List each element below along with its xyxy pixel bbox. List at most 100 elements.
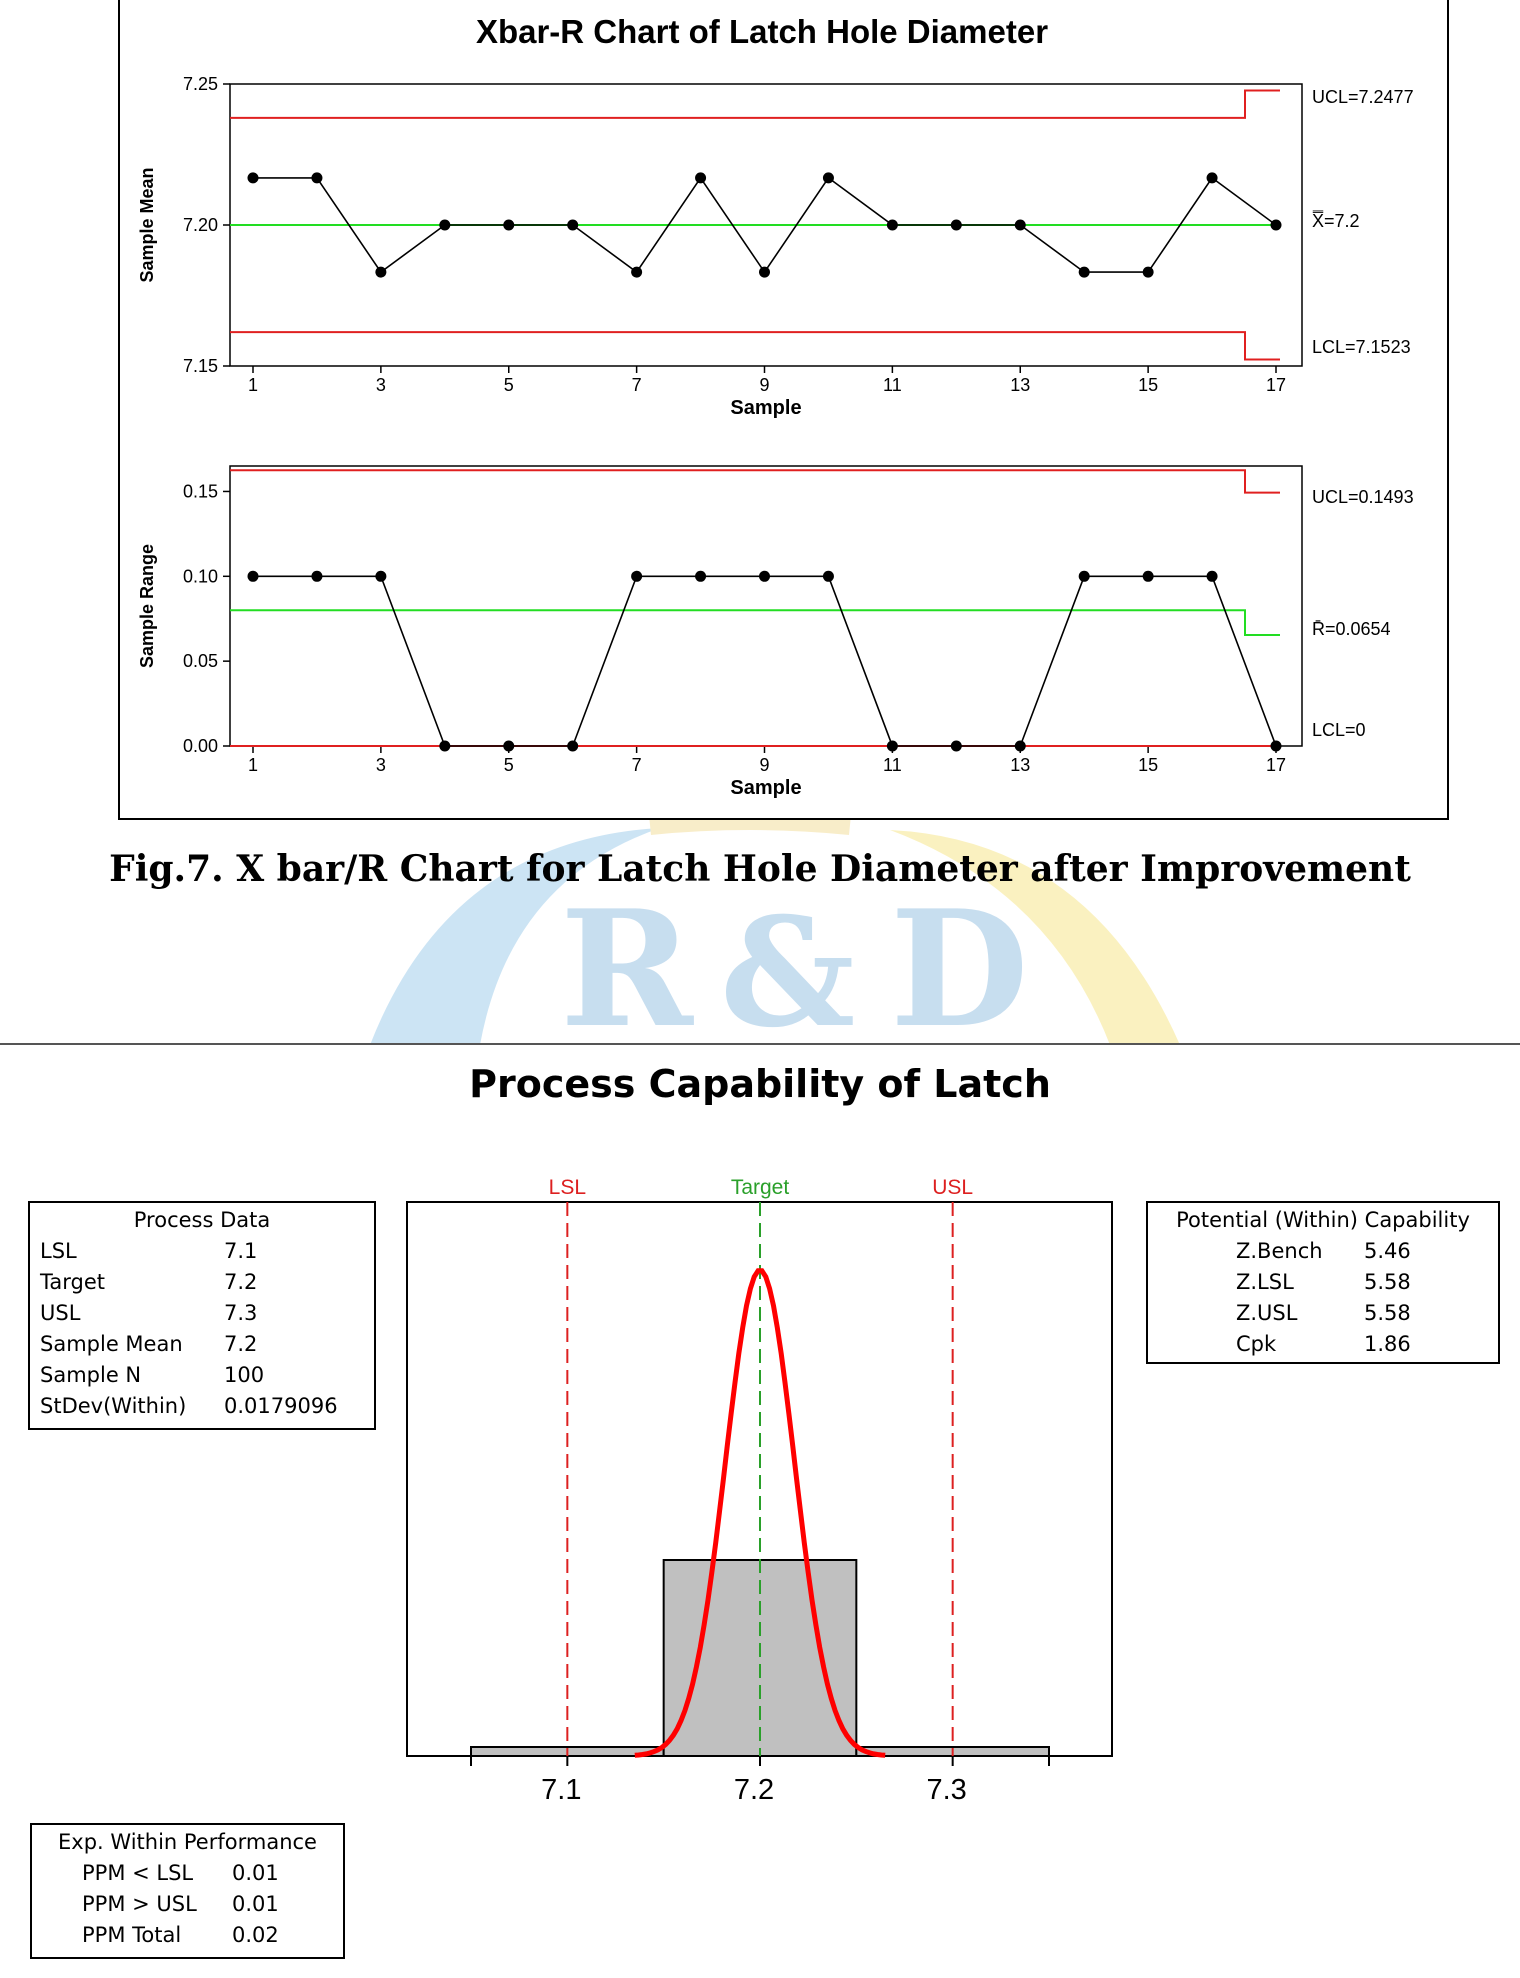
y-tick-label: 7.15 bbox=[183, 356, 218, 376]
process-data-row: StDev(Within) 0.0179096 bbox=[40, 1391, 364, 1422]
row-label: Sample N bbox=[40, 1363, 142, 1387]
lcl-line bbox=[230, 331, 1280, 361]
process-data-row: Target 7.2 bbox=[40, 1267, 364, 1298]
row-label: USL bbox=[40, 1301, 81, 1325]
row-label: Z.LSL bbox=[1236, 1270, 1294, 1294]
lcl-label: LCL=0 bbox=[1312, 720, 1366, 740]
data-point bbox=[1270, 740, 1282, 752]
data-point bbox=[567, 740, 579, 752]
process-data-row: LSL 7.1 bbox=[40, 1236, 364, 1267]
data-point bbox=[1142, 570, 1154, 582]
x-tick-label: 7 bbox=[632, 375, 642, 395]
data-point bbox=[759, 266, 770, 278]
data-point bbox=[439, 219, 451, 231]
exp-within-performance-box: Exp. Within Performance PPM < LSL 0.01 PP… bbox=[30, 1823, 345, 1959]
row-label: PPM < LSL bbox=[82, 1861, 194, 1885]
row-label: PPM > USL bbox=[82, 1892, 197, 1916]
x-tick-label: 13 bbox=[1010, 755, 1030, 775]
data-point bbox=[311, 570, 323, 582]
range-panel: 0.000.050.100.151 3 5 7 9 11 13 15 17SampleSampl… bbox=[137, 465, 1414, 799]
row-label: Sample Mean bbox=[40, 1332, 183, 1356]
center-label: R̄=0.0654 bbox=[1312, 619, 1391, 639]
y-tick-label: 0.05 bbox=[183, 651, 218, 671]
x-tick-label: 3 bbox=[376, 375, 386, 395]
x-tick-label: 11 bbox=[883, 375, 902, 395]
watermark-logo: R & D bbox=[330, 820, 1280, 1045]
data-point bbox=[950, 740, 962, 752]
capability-row: Cpk 1.86 bbox=[1158, 1329, 1488, 1360]
row-value: 1.86 bbox=[1364, 1332, 1411, 1356]
capability-chart-title: Process Capability of Latch bbox=[469, 1062, 1051, 1106]
row-value: 100 bbox=[224, 1363, 265, 1387]
row-value: 0.02 bbox=[232, 1923, 279, 1947]
x-tick-label: 1 bbox=[248, 755, 258, 775]
spec-label: LSL bbox=[549, 1176, 586, 1199]
row-value: 7.3 bbox=[224, 1301, 258, 1325]
data-point bbox=[886, 219, 898, 231]
row-value: 5.58 bbox=[1364, 1270, 1411, 1294]
ucl-line bbox=[230, 89, 1280, 119]
data-point bbox=[1078, 266, 1090, 278]
x-tick-label: 7.3 bbox=[927, 1774, 967, 1806]
capability-row: Z.Bench 5.46 bbox=[1158, 1236, 1488, 1267]
x-axis-label: Sample bbox=[730, 397, 801, 419]
performance-row: PPM < LSL 0.01 bbox=[42, 1858, 333, 1889]
x-tick-label: 7.1 bbox=[541, 1774, 581, 1806]
normal-curve bbox=[634, 1268, 886, 1758]
x-tick-label: 17 bbox=[1266, 755, 1286, 775]
data-point bbox=[1206, 570, 1218, 582]
row-value: 7.1 bbox=[224, 1239, 258, 1263]
capability-row: Z.USL 5.58 bbox=[1158, 1298, 1488, 1329]
row-value: 5.58 bbox=[1364, 1301, 1411, 1325]
ucl-line bbox=[230, 469, 1280, 494]
x-tick-label: 15 bbox=[1138, 755, 1158, 775]
figure-caption: Fig.7. X bar/R Chart for Latch Hole Diam… bbox=[109, 848, 1411, 890]
svg-text:D: D bbox=[890, 875, 1029, 1045]
xbar-r-chart-title: Xbar-R Chart of Latch Hole Diameter bbox=[476, 13, 1048, 50]
y-tick-label: 7.25 bbox=[183, 74, 218, 94]
data-point bbox=[503, 740, 515, 752]
data-point bbox=[375, 266, 387, 278]
data-point bbox=[247, 172, 259, 184]
x-tick-label: 5 bbox=[504, 755, 514, 775]
data-point bbox=[631, 266, 643, 278]
data-point bbox=[759, 570, 770, 582]
data-point bbox=[375, 570, 387, 582]
potential-capability-box: Potential (Within) Capability Z.Bench 5.4… bbox=[1146, 1201, 1500, 1364]
row-value: 0.0179096 bbox=[224, 1394, 338, 1418]
lcl-label: LCL=7.1523 bbox=[1312, 337, 1411, 357]
exp-within-performance-title: Exp. Within Performance bbox=[58, 1830, 317, 1854]
x-axis-label: Sample bbox=[730, 777, 801, 799]
data-point bbox=[311, 172, 323, 184]
data-point bbox=[247, 570, 259, 582]
row-label: Z.USL bbox=[1236, 1301, 1298, 1325]
spec-label: Target bbox=[731, 1176, 790, 1199]
process-data-row: Sample N 100 bbox=[40, 1360, 364, 1391]
y-tick-label: 0.15 bbox=[183, 481, 218, 501]
x-tick-label: 15 bbox=[1138, 375, 1158, 395]
performance-row: PPM > USL 0.01 bbox=[42, 1889, 333, 1920]
data-point bbox=[439, 740, 451, 752]
data-point bbox=[822, 172, 834, 184]
y-tick-label: 0.10 bbox=[183, 566, 218, 586]
row-label: StDev(Within) bbox=[40, 1394, 187, 1418]
data-point bbox=[503, 219, 515, 231]
section-divider bbox=[0, 1043, 1520, 1045]
y-tick-label: 0.00 bbox=[183, 736, 218, 756]
row-label: Z.Bench bbox=[1236, 1239, 1323, 1263]
control-chart-frame bbox=[118, 0, 1449, 820]
potential-capability-title: Potential (Within) Capability bbox=[1176, 1208, 1470, 1232]
x-tick-label: 17 bbox=[1266, 375, 1286, 395]
svg-text:R: R bbox=[560, 875, 694, 1045]
spec-label: USL bbox=[932, 1176, 973, 1199]
ucl-label: UCL=0.1493 bbox=[1312, 487, 1414, 507]
process-data-row: Sample Mean 7.2 bbox=[40, 1329, 364, 1360]
capability-plot: LSL Target USL 7.1 7.2 7.3 bbox=[406, 1176, 1113, 1806]
x-tick-label: 13 bbox=[1010, 375, 1030, 395]
data-point bbox=[695, 172, 707, 184]
data-point bbox=[1206, 172, 1218, 184]
data-point bbox=[1014, 219, 1026, 231]
x-tick-label: 1 bbox=[248, 375, 258, 395]
